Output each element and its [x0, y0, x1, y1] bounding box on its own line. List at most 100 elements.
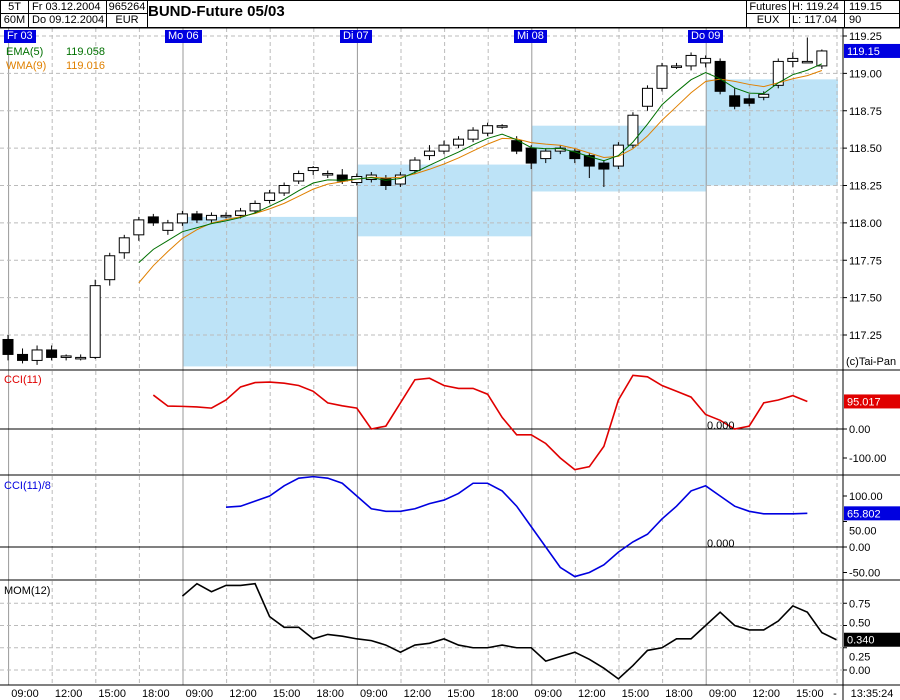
time-axis-label: 12:00: [578, 688, 606, 700]
cci8-value-marker-bg: [844, 506, 900, 521]
cci8-line: [225, 475, 808, 578]
candle-down: [743, 98, 755, 104]
mom-line: [181, 582, 837, 680]
time-axis-label: 18:00: [665, 688, 693, 700]
candle-up: [438, 144, 450, 152]
candle-up: [322, 173, 334, 176]
price-axis-label: 118.00: [849, 218, 882, 230]
cci8-label: CCI(11)/8: [4, 480, 51, 492]
candle-up: [758, 93, 770, 98]
candle-up: [423, 150, 435, 157]
cci8-axis-label: -50.00: [849, 568, 880, 580]
time-axis-label: 15:00: [98, 688, 126, 700]
candle-down: [525, 147, 537, 164]
candle-up: [787, 57, 799, 62]
candle-up: [801, 60, 813, 64]
low-cell: L: 117.04: [789, 13, 845, 28]
candle-up: [235, 210, 247, 216]
candle-up: [118, 237, 130, 254]
cci-line: [152, 374, 808, 471]
price-axis-label: 117.25: [849, 330, 882, 342]
candle-up: [60, 355, 72, 358]
candle-down: [46, 349, 58, 358]
price-axis-label: 117.50: [849, 293, 882, 305]
candle-up: [627, 114, 639, 146]
day-label: Mo 06: [165, 30, 202, 43]
price-axis-label: 119.00: [849, 68, 882, 80]
candle-up: [671, 65, 683, 68]
title-box: [147, 0, 747, 28]
candle-up: [162, 222, 174, 231]
candle-up: [453, 138, 465, 146]
candle-up: [641, 87, 653, 107]
candle-up: [31, 349, 43, 361]
price-axis-label: 118.25: [849, 181, 882, 193]
candle-up: [540, 150, 552, 160]
time-axis-label: 12:00: [55, 688, 83, 700]
cci8-value-marker: 65.802: [847, 508, 881, 520]
candle-up: [700, 57, 712, 64]
candle-up: [293, 173, 305, 182]
wma-label: WMA(9): [6, 60, 47, 72]
candle-up: [104, 255, 116, 281]
candle-down: [147, 216, 159, 224]
candle-up: [220, 214, 232, 218]
price-axis-label: 119.25: [849, 31, 882, 43]
price-axis-label: 118.75: [849, 106, 882, 118]
ema-line: [138, 63, 823, 263]
ema-value: 119.058: [66, 46, 105, 58]
from-date: Fr 03.12.2004: [28, 0, 107, 14]
time-axis-label: 15:00: [796, 688, 824, 700]
day-label: Mi 08: [514, 30, 547, 43]
mom-axis-label: 0.75: [849, 598, 870, 610]
cci-axis-label: -100.00: [849, 453, 886, 465]
cci-axis-label: 0.00: [849, 424, 870, 436]
candle-up: [467, 129, 479, 140]
cci-value-marker: 95.017: [847, 396, 881, 408]
time-axis-label: 09:00: [360, 688, 388, 700]
candle-down: [191, 213, 203, 221]
candle-up: [89, 285, 101, 358]
wma-value: 119.016: [66, 60, 105, 72]
candle-up: [816, 50, 828, 67]
type-cell: Futures: [746, 0, 790, 14]
time-axis-label: 09:00: [186, 688, 214, 700]
time-axis-label: 12:00: [404, 688, 432, 700]
candle-up: [264, 192, 276, 201]
candle-up: [482, 125, 494, 134]
last-price-marker-bg: [844, 43, 900, 58]
cci8-zero-label: 0.000: [707, 538, 735, 550]
last-price-marker: 119.15: [847, 46, 880, 58]
candle-up: [307, 167, 319, 172]
candle-down: [714, 60, 726, 92]
mom-axis-label: 0.25: [849, 652, 870, 664]
candle-up: [656, 65, 668, 89]
time-axis-label: 15:00: [273, 688, 301, 700]
high-cell: H: 119.24: [789, 0, 845, 14]
candle-up: [133, 219, 145, 236]
candle-down: [569, 150, 581, 160]
candle-up: [205, 214, 217, 221]
mom-axis-label: 0.50: [849, 618, 870, 630]
candle-down: [583, 155, 595, 167]
time-axis-label: 18:00: [142, 688, 170, 700]
candle-up: [772, 60, 784, 86]
candle-up: [75, 356, 87, 360]
mom-value-marker-bg: [844, 632, 900, 647]
cci8-axis-label: 50.00: [849, 525, 877, 537]
ema-label: EMA(5): [6, 46, 44, 58]
time-axis-label: 15:00: [447, 688, 475, 700]
candle-up: [176, 213, 188, 224]
time-axis-label: 18:00: [316, 688, 344, 700]
mom-label: MOM(12): [4, 585, 51, 597]
cci8-axis-label: 100.00: [849, 491, 883, 503]
candle-up: [278, 185, 290, 194]
mom-axis-label: 0.00: [849, 665, 870, 677]
candle-down: [598, 162, 610, 170]
price-axis-label: 117.75: [849, 255, 882, 267]
day-label: Di 07: [340, 30, 372, 43]
time-axis-label: 18:00: [491, 688, 519, 700]
day-label: Fr 03: [4, 30, 36, 43]
